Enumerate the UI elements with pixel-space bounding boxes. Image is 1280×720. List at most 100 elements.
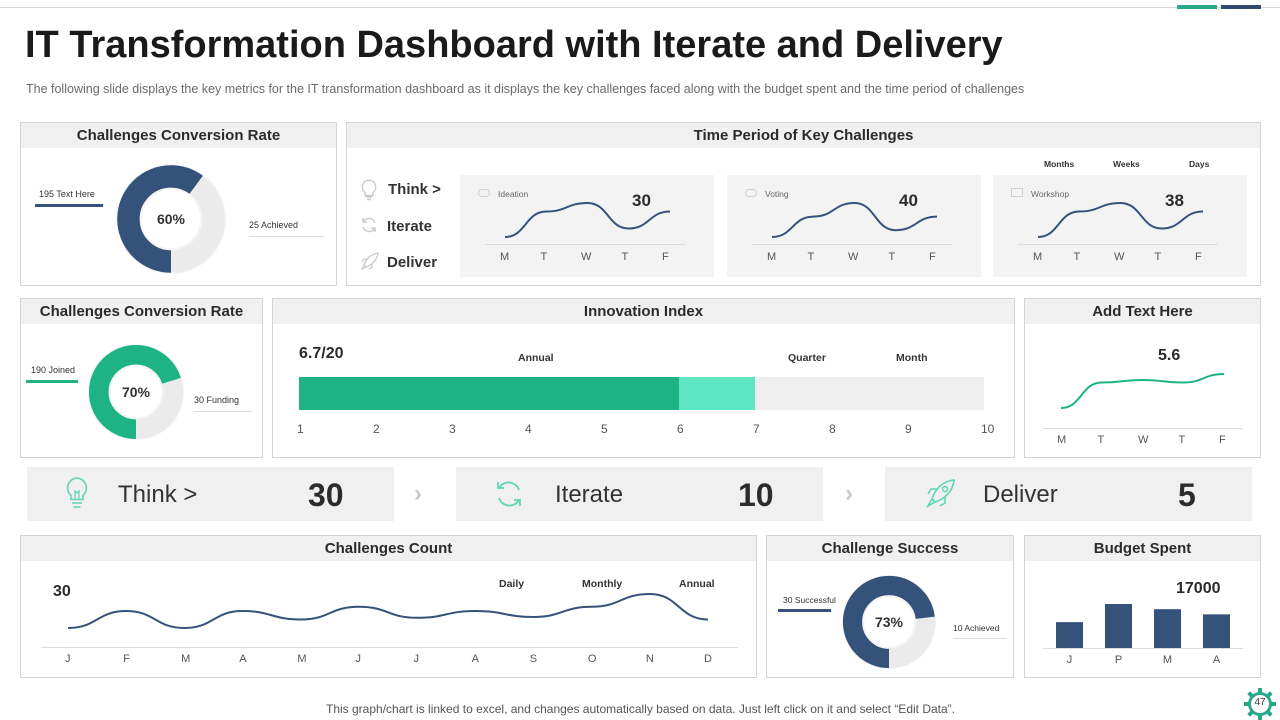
challenges-count-path — [67, 592, 709, 630]
page-number: 47 — [1254, 697, 1266, 708]
axis-tick-label: F — [1219, 434, 1226, 446]
eye-icon — [745, 189, 757, 197]
axis-tick-label: T — [1178, 434, 1186, 446]
step-deliver-label: Deliver — [387, 254, 438, 271]
add-text-path — [1060, 373, 1225, 409]
rocket-icon — [925, 479, 955, 509]
top-divider — [0, 7, 1280, 8]
axis-tick-label: P — [1115, 654, 1122, 666]
grid-line — [1018, 244, 1218, 245]
axis-tick-label: M — [500, 251, 510, 263]
donut-percent-label: 73% — [875, 614, 904, 630]
donut-hole — [141, 189, 201, 249]
card-value: 40 — [899, 191, 918, 210]
axis-tick-label: 7 — [753, 422, 760, 436]
axis-tick-label: F — [929, 251, 936, 263]
leader-line — [194, 411, 252, 412]
conversion-donut-chart: 60% — [116, 164, 226, 274]
axis-tick-label: A — [239, 653, 247, 665]
monthly-label: Monthly — [582, 578, 623, 590]
axis-tick-label: D — [704, 653, 712, 665]
ideation-card: Ideation 30 M T W T F — [460, 175, 714, 277]
axis-tick-label: J — [355, 653, 361, 665]
panel-title: Challenges Conversion Rate — [21, 299, 262, 324]
grid-line — [41, 647, 738, 648]
axis-tick-label: J — [1067, 654, 1073, 666]
rocket-icon — [360, 252, 379, 271]
budget-bar — [1203, 614, 1230, 648]
budget-spent-panel: Budget Spent 17000 J P M A — [1024, 535, 1261, 678]
annual-label: Annual — [518, 352, 554, 364]
donut-hole — [110, 366, 162, 418]
card-name: Workshop — [1031, 189, 1070, 199]
leader-line — [953, 638, 1007, 639]
axis-tick-label: 9 — [905, 422, 912, 436]
axis-tick-label: O — [587, 653, 597, 665]
card-value: 38 — [1165, 191, 1184, 210]
axis-tick-label: W — [1114, 251, 1125, 263]
add-text-panel: Add Text Here 5.6 M T W T F — [1024, 298, 1261, 458]
budget-value: 17000 — [1176, 580, 1221, 597]
leader-line — [249, 236, 324, 237]
axis-tick-label: W — [581, 251, 592, 263]
iterate-tile: Iterate 10 — [456, 467, 823, 521]
chat-icon — [478, 189, 490, 197]
sparkline-path — [1037, 201, 1204, 238]
annual-label: Annual — [679, 578, 715, 590]
conversion-right-label: 30 Funding — [194, 395, 240, 405]
panel-title: Challenges Count — [21, 536, 756, 561]
chevron-right-icon: › — [845, 480, 853, 507]
conversion-left-label: 190 Joined — [31, 365, 76, 375]
lightbulb-icon — [361, 179, 377, 201]
axis-tick-label: S — [529, 653, 538, 665]
axis-tick-label: N — [645, 653, 654, 665]
donut-percent-label: 60% — [157, 211, 186, 227]
donut-value-arc — [842, 575, 936, 669]
grid-line — [1043, 648, 1243, 649]
lightbulb-icon — [66, 477, 88, 508]
accent-bar-navy — [1221, 5, 1261, 9]
daily-label: Daily — [499, 578, 525, 590]
leader-line — [35, 204, 103, 207]
panel-title: Add Text Here — [1025, 299, 1260, 324]
voting-card: Voting 40 M T W T F — [727, 175, 981, 277]
page-title: IT Transformation Dashboard with Iterate… — [25, 24, 1003, 66]
innovation-quarter-bar — [679, 377, 755, 410]
sparkline-path — [771, 201, 938, 238]
page-subtitle: The following slide displays the key met… — [26, 82, 1025, 96]
panel-title: Challenges Conversion Rate — [21, 123, 336, 148]
think-tile: Think > 30 — [27, 467, 394, 521]
innovation-index-panel: Innovation Index 6.7/20 Annual Quarter M… — [272, 298, 1015, 458]
refresh-icon — [362, 217, 376, 233]
ideation-sparkline — [504, 201, 671, 238]
challenge-success-panel: Challenge Success 30 Successful 10 Achie… — [766, 535, 1014, 678]
axis-tick-label: 4 — [525, 422, 532, 436]
tile-label: Iterate — [555, 481, 624, 508]
budget-bar — [1105, 604, 1132, 648]
accent-bar-teal — [1177, 5, 1217, 9]
grid-line — [485, 244, 685, 245]
axis-tick-label: F — [123, 653, 130, 665]
challenges-count-line — [67, 592, 709, 630]
axis-tick-label: 3 — [449, 422, 456, 436]
challenges-count-value: 30 — [53, 583, 71, 600]
success-right-label: 10 Achieved — [953, 623, 1000, 633]
step-think-label: Think > — [388, 181, 441, 198]
tile-value: 10 — [738, 477, 774, 513]
board-icon — [1011, 188, 1023, 197]
budget-bar — [1154, 609, 1181, 648]
innovation-bar-track — [299, 377, 984, 410]
axis-tick-label: T — [1097, 434, 1105, 446]
voting-sparkline — [771, 201, 938, 238]
card-name: Ideation — [498, 189, 529, 199]
challenges-count-panel: Challenges Count 30 Daily Monthly Annual… — [20, 535, 757, 678]
axis-tick-label: M — [1033, 251, 1043, 263]
conversion-right-label: 25 Achieved — [249, 220, 299, 230]
sparkline-path — [504, 201, 671, 238]
refresh-icon — [497, 481, 521, 507]
budget-bar — [1056, 622, 1083, 648]
leader-line — [26, 380, 78, 383]
